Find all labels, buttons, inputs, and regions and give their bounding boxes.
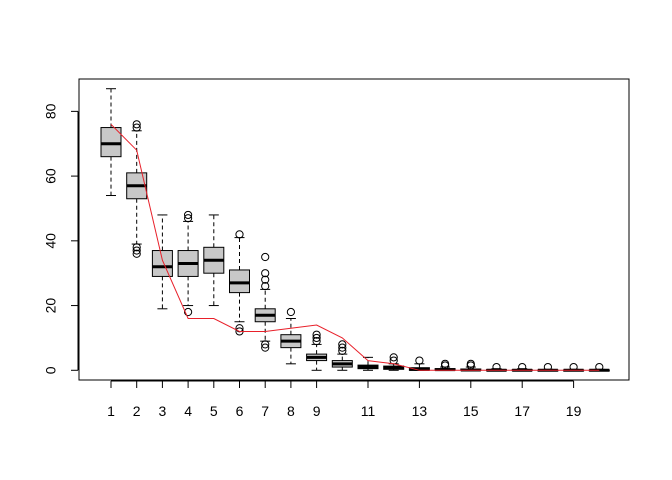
x-tick-label: 13 <box>412 403 428 419</box>
box-3 <box>151 214 173 310</box>
x-tick-label: 5 <box>210 403 218 419</box>
outlier-point <box>184 307 193 317</box>
boxes-layer <box>100 88 610 372</box>
outlier-point <box>261 340 270 349</box>
box-1 <box>100 88 122 197</box>
box-12 <box>383 353 405 371</box>
outlier-point <box>132 243 141 252</box>
x-tick-label: 19 <box>566 403 582 419</box>
box-9 <box>306 330 328 371</box>
box-10 <box>331 340 353 371</box>
outlier-point <box>261 269 270 278</box>
outlier-point <box>235 230 244 239</box>
x-tick-label: 3 <box>159 403 167 419</box>
box-16 <box>486 362 507 372</box>
outlier-point <box>132 123 141 132</box>
box-17 <box>511 362 533 372</box>
y-tick-label: 20 <box>43 298 59 314</box>
outlier-point <box>286 307 295 317</box>
outlier-point <box>338 343 347 352</box>
y-tick-label: 80 <box>43 103 59 119</box>
y-axis: 0 20 40 60 80 <box>43 103 79 374</box>
x-tick-label: 1 <box>107 403 115 419</box>
x-tick-label: 17 <box>514 403 530 419</box>
x-tick-label: 6 <box>236 403 244 419</box>
box-15 <box>460 359 482 372</box>
outlier-point <box>312 330 321 339</box>
outlier-point <box>132 246 141 255</box>
outlier-point <box>132 120 141 129</box>
outlier-point <box>132 249 141 258</box>
x-tick-label: 9 <box>313 403 321 419</box>
series-line <box>110 123 600 371</box>
x-tick-label: 4 <box>184 403 192 419</box>
outlier-point <box>312 333 321 343</box>
box-rect <box>100 127 122 158</box>
box-6 <box>229 230 250 336</box>
box-rect <box>229 269 250 294</box>
outlier-point <box>261 275 270 284</box>
box-7 <box>254 252 276 352</box>
outlier-point <box>312 337 321 346</box>
plot-area-frame <box>78 78 630 381</box>
line-layer <box>110 123 600 371</box>
box-14 <box>434 359 456 372</box>
outlier-point <box>261 252 270 262</box>
x-tick-label: 2 <box>133 403 141 419</box>
x-tick-label: 8 <box>287 403 295 419</box>
y-tick-label: 40 <box>43 233 59 249</box>
outlier-point <box>389 353 398 362</box>
box-rect <box>151 250 173 277</box>
box-4 <box>177 210 199 317</box>
box-2 <box>126 120 148 258</box>
x-tick-label: 11 <box>361 403 376 419</box>
outlier-point <box>184 210 193 220</box>
outlier-point <box>261 282 270 291</box>
outlier-point <box>184 214 193 223</box>
x-axis: 1 2 3 4 5 6 7 8 9 11 13 15 17 19 <box>107 380 582 419</box>
outlier-point <box>415 356 424 365</box>
box-5 <box>203 214 225 307</box>
y-tick-label: 0 <box>43 366 59 374</box>
box-13 <box>408 356 430 371</box>
outlier-point <box>338 340 347 349</box>
box-11 <box>357 356 379 371</box>
outlier-point <box>338 346 347 355</box>
box-8 <box>280 307 302 365</box>
outlier-point <box>441 359 450 368</box>
y-tick-label: 60 <box>43 168 59 184</box>
outlier-point <box>466 359 475 368</box>
outlier-point <box>261 343 270 352</box>
x-tick-label: 7 <box>261 403 269 419</box>
x-tick-label: 15 <box>463 403 479 419</box>
